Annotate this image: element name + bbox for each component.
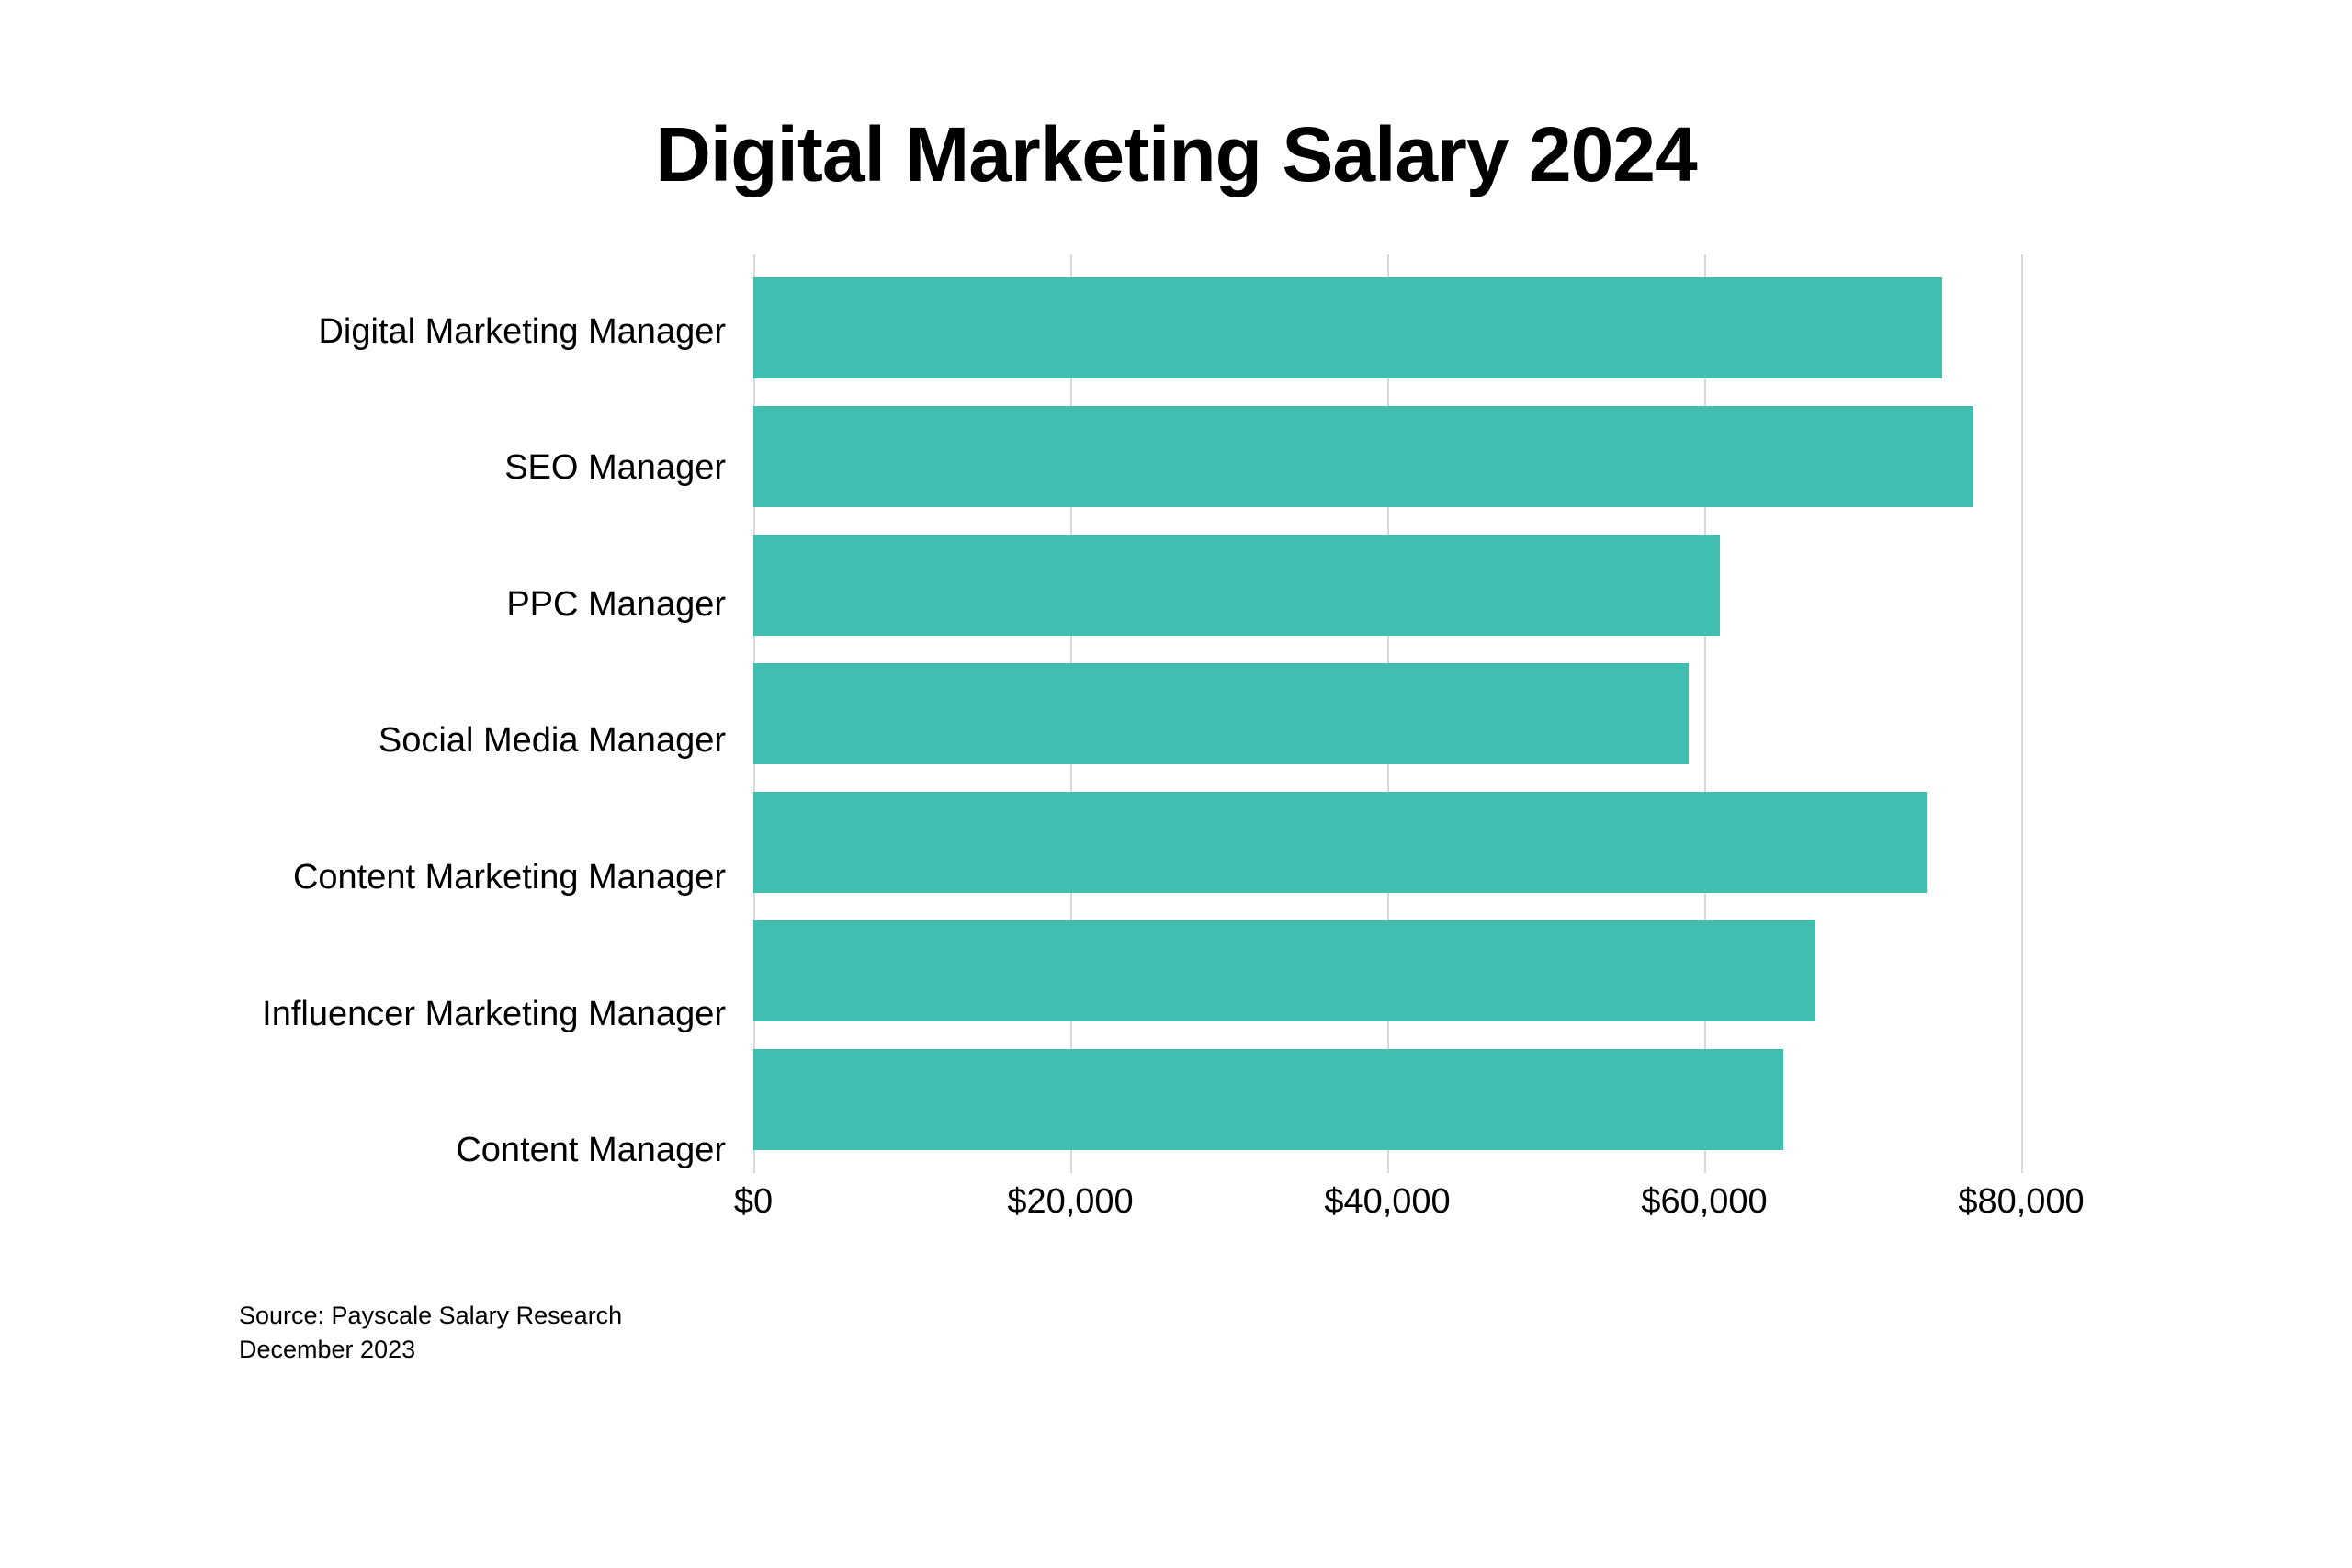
salary-chart: Digital Marketing Salary 2024 Digital Ma… [0, 0, 2352, 1568]
y-axis-labels: Digital Marketing Manager SEO Manager PPC … [184, 254, 753, 1228]
bar-row [753, 277, 2021, 378]
chart-title: Digital Marketing Salary 2024 [184, 110, 2168, 199]
y-axis-label: Content Manager [184, 1100, 753, 1201]
y-axis-label: PPC Manager [184, 554, 753, 655]
y-axis-label: Influencer Marketing Manager [184, 964, 753, 1065]
bar [753, 1049, 1783, 1150]
source-line-1: Source: Payscale Salary Research [239, 1299, 622, 1332]
source-line-2: December 2023 [239, 1333, 622, 1366]
x-axis: $0$20,000$40,000$60,000$80,000 [753, 1173, 2021, 1228]
x-axis-tick: $40,000 [1324, 1182, 1450, 1222]
bar-row [753, 920, 2021, 1021]
x-axis-tick: $80,000 [1958, 1182, 2084, 1222]
bar-row [753, 535, 2021, 636]
bar-row [753, 406, 2021, 507]
bar [753, 663, 1689, 764]
bar-row [753, 663, 2021, 764]
plot-area [753, 254, 2021, 1173]
bar [753, 277, 1942, 378]
x-axis-tick: $60,000 [1641, 1182, 1767, 1222]
bars-container [753, 254, 2021, 1173]
grid-line [2021, 254, 2023, 1173]
y-axis-label: Digital Marketing Manager [184, 281, 753, 382]
source-citation: Source: Payscale Salary Research Decembe… [239, 1299, 622, 1366]
y-axis-label: Content Marketing Manager [184, 828, 753, 929]
bar [753, 535, 1720, 636]
bar [753, 920, 1815, 1021]
x-axis-tick: $0 [734, 1182, 773, 1222]
x-axis-tick: $20,000 [1007, 1182, 1133, 1222]
bar-row [753, 1049, 2021, 1150]
y-axis-label: SEO Manager [184, 418, 753, 519]
bar-row [753, 792, 2021, 893]
y-axis-label: Social Media Manager [184, 691, 753, 792]
bar [753, 792, 1927, 893]
bar [753, 406, 1973, 507]
